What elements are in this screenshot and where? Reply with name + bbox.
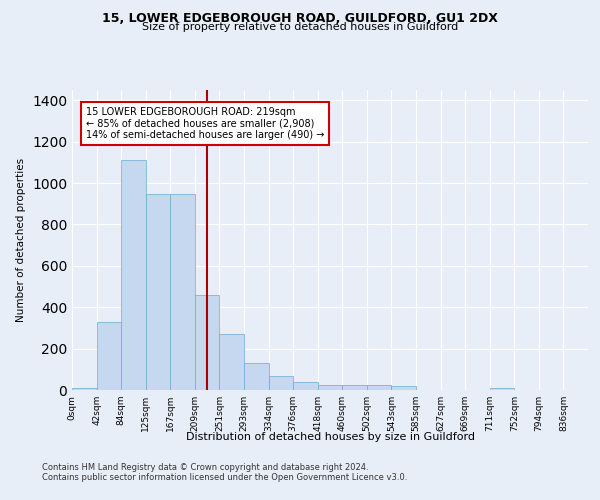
Bar — [170, 194, 195, 390]
Text: 15 LOWER EDGEBOROUGH ROAD: 219sqm
← 85% of detached houses are smaller (2,908)
1: 15 LOWER EDGEBOROUGH ROAD: 219sqm ← 85% … — [86, 106, 324, 140]
Bar — [121, 160, 146, 390]
Text: Contains HM Land Registry data © Crown copyright and database right 2024.: Contains HM Land Registry data © Crown c… — [42, 464, 368, 472]
Bar — [97, 322, 121, 390]
Bar — [490, 388, 514, 390]
Bar — [72, 388, 97, 390]
Text: Contains public sector information licensed under the Open Government Licence v3: Contains public sector information licen… — [42, 474, 407, 482]
Text: 15, LOWER EDGEBOROUGH ROAD, GUILDFORD, GU1 2DX: 15, LOWER EDGEBOROUGH ROAD, GUILDFORD, G… — [102, 12, 498, 26]
Text: Distribution of detached houses by size in Guildford: Distribution of detached houses by size … — [185, 432, 475, 442]
Bar — [195, 295, 220, 390]
Bar — [318, 385, 342, 390]
Bar — [342, 385, 367, 390]
Bar — [391, 386, 416, 390]
Bar — [367, 385, 391, 390]
Bar — [269, 376, 293, 390]
Bar — [146, 194, 170, 390]
Bar — [244, 363, 269, 390]
Bar — [293, 382, 318, 390]
Text: Size of property relative to detached houses in Guildford: Size of property relative to detached ho… — [142, 22, 458, 32]
Y-axis label: Number of detached properties: Number of detached properties — [16, 158, 26, 322]
Bar — [220, 334, 244, 390]
